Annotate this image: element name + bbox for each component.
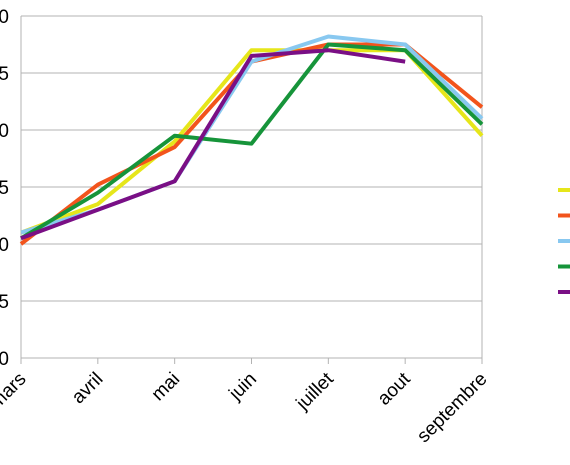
x-tick-label: mars	[0, 369, 31, 414]
y-tick-label: 5	[0, 178, 9, 199]
legend	[558, 188, 570, 294]
x-tick-label: septembre	[413, 369, 491, 447]
x-tick-label: juillet	[292, 368, 339, 415]
y-tick-label: 0	[0, 7, 9, 28]
axes	[20, 16, 483, 364]
y-tick-label: 5	[0, 292, 9, 313]
y-tick-label: 0	[0, 235, 9, 256]
x-tick-label: mai	[148, 369, 185, 406]
series-line-4	[19, 42, 484, 241]
series-lines	[19, 34, 484, 246]
y-tick-label: 5	[0, 64, 9, 85]
y-tick-label: 0	[0, 349, 9, 370]
x-tick-label: avril	[68, 369, 107, 408]
x-tick-label: aout	[374, 368, 416, 410]
x-tick-label: juin	[225, 369, 261, 405]
series-line-5	[20, 48, 406, 241]
gridlines	[21, 15, 482, 359]
series-line-3	[20, 34, 484, 235]
y-tick-label: 0	[0, 121, 9, 142]
